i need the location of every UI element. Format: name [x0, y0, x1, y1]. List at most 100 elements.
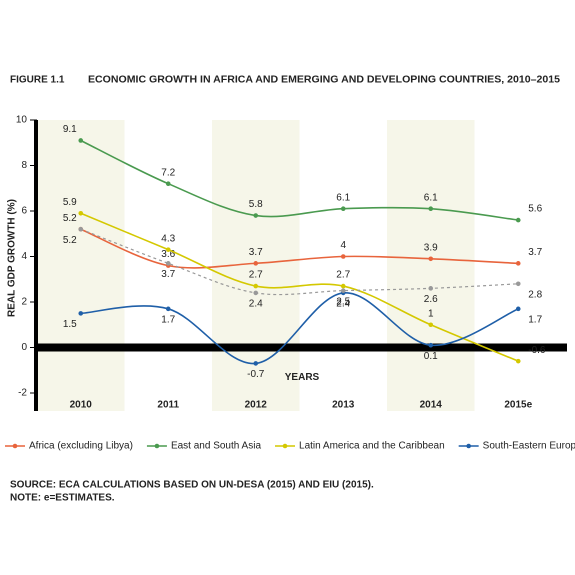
- plot-background: [37, 120, 562, 411]
- y-tick-label: 2: [21, 297, 27, 308]
- legend-label: Latin America and the Caribbean: [299, 441, 445, 452]
- legend-marker: [154, 443, 160, 449]
- data-label: 2.7: [336, 270, 350, 281]
- data-label: 5.2: [63, 235, 77, 246]
- legend-item: East and South Asia: [146, 441, 262, 452]
- data-label: -0.6: [528, 345, 546, 356]
- data-point: [340, 206, 346, 212]
- data-label: 5.9: [63, 197, 77, 208]
- data-label: 1: [428, 308, 434, 319]
- data-point: [253, 213, 259, 218]
- data-label: 3.7: [161, 269, 175, 280]
- legend-label: South-Eastern Europe: [483, 441, 575, 452]
- zero-axis: [37, 343, 567, 352]
- data-label: 3.6: [161, 249, 175, 260]
- data-label: 6.1: [336, 192, 350, 203]
- data-point: [165, 247, 171, 252]
- data-point: [515, 217, 521, 223]
- data-point: [515, 306, 521, 312]
- data-label: 3.9: [424, 242, 438, 253]
- y-tick-label: 10: [16, 115, 28, 126]
- data-label: 5.6: [528, 204, 542, 215]
- data-label: 1.7: [161, 314, 175, 325]
- data-label: 2.8: [528, 289, 542, 300]
- data-point: [515, 281, 521, 287]
- chart-title: ECONOMIC GROWTH IN AFRICA AND EMERGING A…: [88, 75, 560, 86]
- legend-label: Africa (excluding Libya): [29, 441, 133, 452]
- data-label: 0.1: [424, 351, 438, 362]
- data-label: 2.7: [249, 270, 263, 281]
- data-point: [253, 361, 259, 366]
- data-point: [428, 342, 434, 348]
- legend-marker: [282, 443, 288, 449]
- y-axis-label: REAL GDP GROWTH (%): [7, 199, 18, 317]
- data-label: 5.8: [249, 199, 263, 210]
- x-tick-label: 2010: [70, 400, 93, 411]
- data-point: [340, 254, 346, 259]
- legend-marker: [12, 443, 18, 449]
- data-label: 1.5: [63, 319, 77, 330]
- series-line: [80, 228, 519, 269]
- x-tick-label: 2012: [245, 400, 268, 411]
- data-label: 3.7: [528, 247, 542, 258]
- y-tick-label: 8: [21, 160, 27, 171]
- data-point: [428, 256, 434, 262]
- series-line: [80, 212, 519, 362]
- data-label: 6.1: [424, 192, 438, 203]
- legend-item: Africa (excluding Libya): [5, 441, 133, 452]
- data-point: [253, 283, 259, 289]
- data-label: -0.7: [247, 369, 265, 380]
- data-label: 4.3: [161, 233, 175, 244]
- data-point: [428, 322, 434, 328]
- x-tick-label: 2013: [332, 400, 355, 411]
- data-label: 9.1: [63, 124, 77, 135]
- data-label: 2.4: [249, 299, 263, 310]
- figure-label: FIGURE 1.1: [10, 75, 65, 86]
- y-axis: [34, 120, 38, 411]
- data-point: [428, 206, 434, 212]
- data-label: 1.7: [528, 314, 542, 325]
- column-band: [299, 120, 387, 411]
- data-point: [340, 283, 346, 289]
- column-band: [37, 120, 125, 411]
- data-label: 2.6: [424, 294, 438, 305]
- legend-label: East and South Asia: [171, 441, 262, 452]
- data-label: 2.5: [336, 296, 350, 307]
- data-point: [428, 286, 434, 291]
- x-tick-label: 2011: [157, 400, 179, 411]
- data-point: [78, 311, 84, 316]
- x-tick-label: 2014: [420, 400, 443, 411]
- y-tick-label: 4: [21, 251, 27, 262]
- data-label: 3.7: [249, 247, 263, 258]
- column-band: [387, 120, 475, 411]
- series-line: [80, 139, 519, 221]
- data-label: 7.2: [161, 167, 175, 178]
- data-label: 5.2: [63, 213, 77, 224]
- x-tick-label: 2015e: [504, 400, 532, 411]
- data-label: 4: [340, 240, 346, 251]
- series-line: [80, 292, 519, 365]
- data-point: [253, 290, 259, 296]
- legend-item: Latin America and the Caribbean: [275, 441, 445, 452]
- data-label: 2.4: [336, 299, 350, 310]
- legend-marker: [466, 443, 471, 449]
- data-point: [78, 226, 84, 232]
- data-point: [340, 288, 346, 293]
- estimate-note: NOTE: e=ESTIMATES.: [10, 493, 115, 504]
- y-tick-label: -2: [18, 388, 27, 399]
- data-point: [78, 210, 84, 216]
- y-tick-label: 0: [21, 342, 27, 353]
- y-tick-label: 6: [21, 206, 27, 217]
- data-point: [253, 261, 259, 266]
- source-note: SOURCE: ECA CALCULATIONS BASED ON UN-DES…: [10, 480, 374, 491]
- data-point: [78, 138, 84, 143]
- data-point: [165, 306, 171, 312]
- x-axis-label: YEARS: [285, 372, 320, 383]
- data-point: [165, 261, 171, 266]
- legend-item: South-Eastern Europe: [458, 441, 575, 452]
- data-point: [515, 261, 521, 266]
- series-line: [80, 228, 519, 296]
- data-point: [515, 358, 521, 364]
- data-point: [165, 181, 171, 186]
